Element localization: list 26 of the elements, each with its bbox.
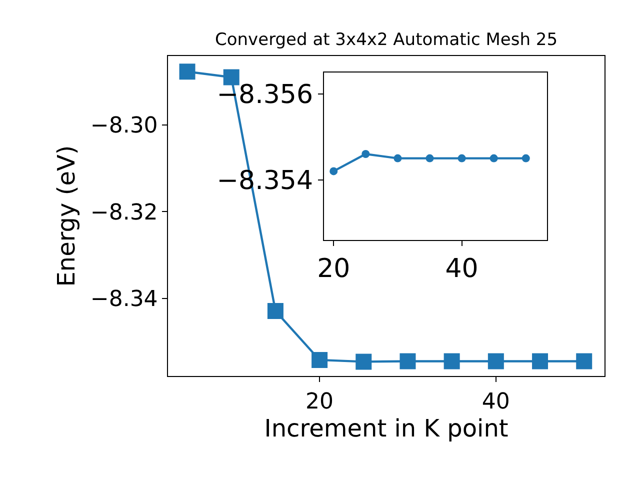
point: [426, 154, 434, 162]
x-tick-label: 40: [445, 254, 478, 284]
point: [444, 353, 460, 370]
point: [458, 154, 466, 162]
x-tick-label: 40: [482, 389, 510, 414]
point: [330, 167, 338, 176]
y-tick-label: −8.32: [90, 200, 158, 226]
x-axis-title: Increment in K point: [264, 414, 508, 443]
x-tick-label: 20: [306, 389, 334, 414]
point: [532, 353, 548, 370]
point: [576, 353, 592, 370]
point: [394, 154, 402, 162]
point: [522, 154, 530, 162]
x-tick-label: 20: [317, 254, 350, 284]
y-tick-label: −8.30: [90, 114, 158, 139]
point: [356, 354, 372, 370]
point: [312, 352, 328, 368]
point: [400, 353, 416, 370]
y-axis-title: Energy (eV): [52, 145, 80, 287]
point: [488, 353, 504, 370]
point: [362, 150, 370, 158]
chart-title: Converged at 3x4x2 Automatic Mesh 25: [215, 30, 558, 50]
y-tick-label: −8.34: [90, 287, 158, 312]
point: [267, 302, 284, 319]
point: [490, 154, 498, 162]
point: [179, 64, 196, 80]
